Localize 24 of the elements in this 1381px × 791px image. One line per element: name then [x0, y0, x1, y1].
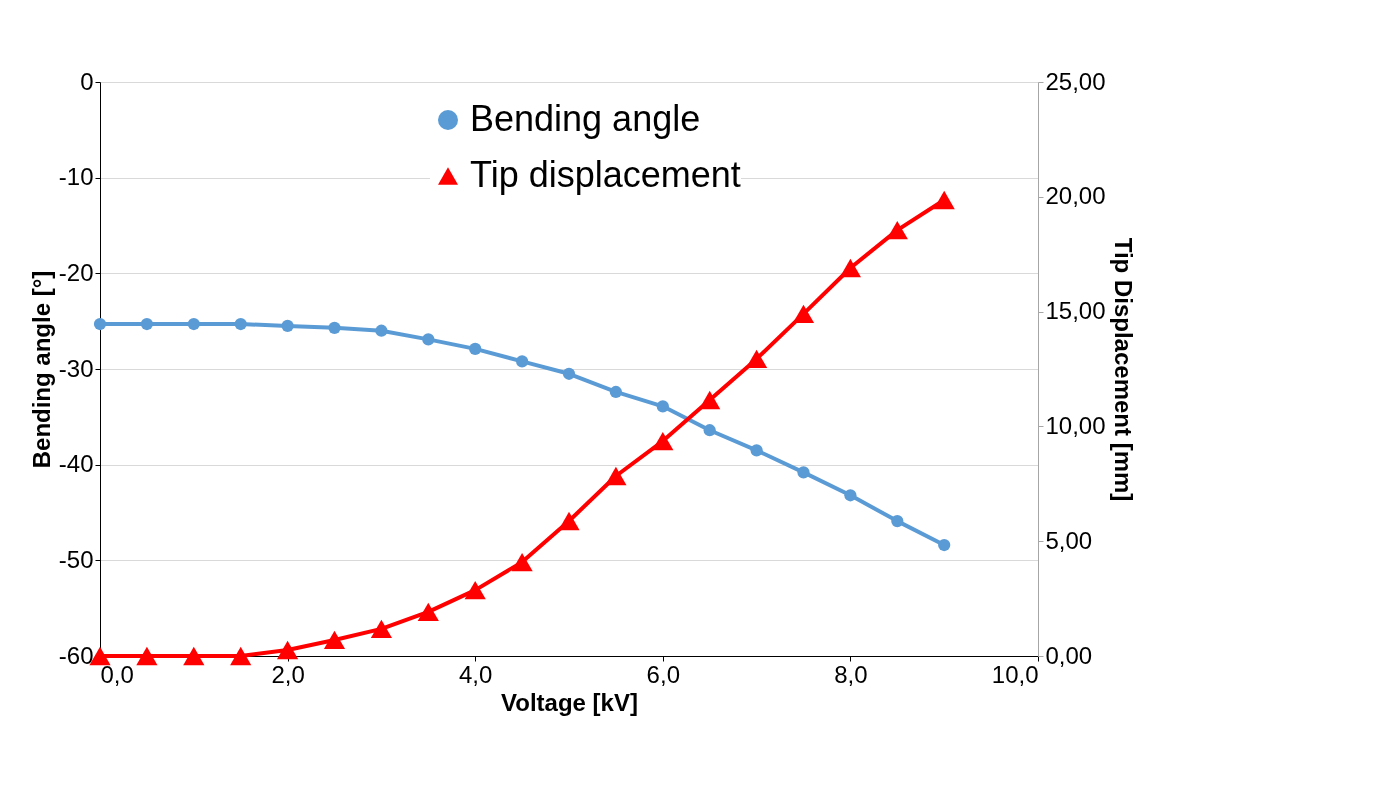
- x-tick-label: 8,0: [834, 660, 868, 688]
- y2-tick-label: 15,00: [1045, 297, 1106, 325]
- y2-tick-label: 0,00: [1045, 641, 1093, 669]
- x-tick-label: 10,0: [991, 660, 1039, 688]
- y-tick-label: -20: [58, 258, 94, 286]
- y-tick-label: -60: [58, 641, 94, 669]
- y2-axis-title: Tip Displacement [mm]: [1109, 237, 1137, 502]
- y2-tick-label: 20,00: [1045, 182, 1106, 210]
- y-tick-label: -10: [58, 163, 94, 191]
- y-tick-label: -50: [58, 545, 94, 573]
- y2-tick-label: 10,00: [1045, 411, 1106, 439]
- legend-label: Tip displacement: [470, 154, 741, 195]
- x-tick-label: 6,0: [646, 660, 680, 688]
- y-axis-title: Bending angle [°]: [27, 270, 55, 469]
- y-tick-label: 0: [80, 67, 94, 95]
- x-axis-title: Voltage [kV]: [501, 688, 638, 716]
- y2-tick-label: 5,00: [1045, 526, 1093, 554]
- x-tick-label: 2,0: [271, 660, 305, 688]
- y-tick-label: -40: [58, 450, 94, 478]
- legend-label: Bending angle: [470, 98, 701, 139]
- y2-tick-label: 25,00: [1045, 67, 1106, 95]
- x-tick-label: 4,0: [459, 660, 493, 688]
- x-tick-label: 0,0: [100, 660, 134, 688]
- y-tick-label: -30: [58, 354, 94, 382]
